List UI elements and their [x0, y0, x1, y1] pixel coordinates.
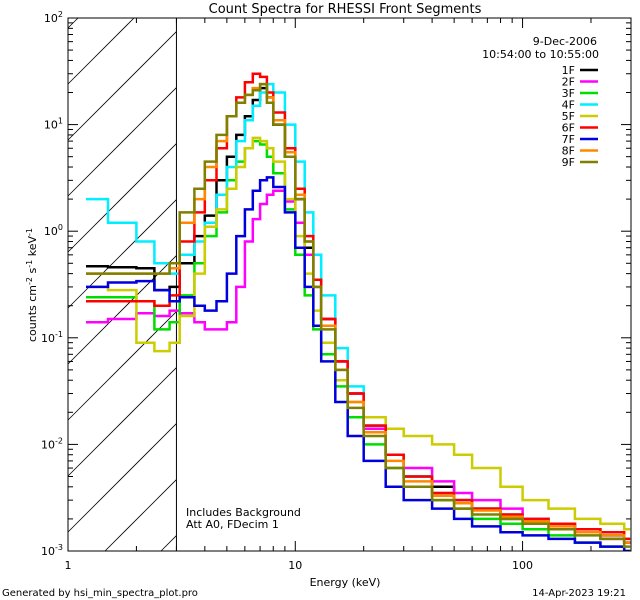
date-label: 9-Dec-2006 [533, 35, 597, 48]
series-7F [86, 176, 631, 551]
hatch-line-2 [67, 31, 177, 141]
legend-label-7F: 7F [562, 133, 575, 146]
y-tick-label-1: 101 [44, 117, 63, 132]
y-tick-label-3: 10-1 [41, 330, 63, 345]
legend-label-1F: 1F [562, 64, 575, 77]
legend-label-6F: 6F [562, 122, 575, 135]
x-tick-label-0: 1 [65, 559, 72, 572]
hatch-line-4 [67, 143, 177, 253]
series-9F [86, 82, 631, 548]
annotation-attenuator: Att A0, FDecim 1 [186, 518, 279, 531]
hatch-line-5 [67, 199, 177, 309]
time-range-label: 10:54:00 to 10:55:00 [482, 48, 599, 61]
legend-label-8F: 8F [562, 145, 575, 158]
y-tick-label-5: 10-3 [41, 543, 63, 558]
plot-frame [67, 17, 632, 552]
series-layer [86, 72, 631, 551]
chart-title: Count Spectra for RHESSI Front Segments [209, 2, 482, 17]
hatch-line-1 [67, 17, 135, 85]
hatch-line-8 [67, 367, 177, 477]
series-2F [86, 189, 631, 544]
footer-timestamp: 14-Apr-2023 19:21 [532, 588, 626, 599]
x-axis-label: Energy (keV) [310, 576, 381, 589]
x-tick-label-1: 10 [288, 559, 302, 572]
series-5F [86, 136, 631, 531]
footer-generated-by: Generated by hsi_min_spectra_plot.pro [2, 588, 198, 599]
legend-label-5F: 5F [562, 110, 575, 123]
hatch-line-7 [67, 311, 177, 421]
hatch-line-11 [160, 535, 177, 552]
hatch-line-10 [104, 479, 177, 552]
legend-label-3F: 3F [562, 87, 575, 100]
legend-label-2F: 2F [562, 76, 575, 89]
hatch-line-3 [67, 87, 177, 197]
excluded-energy-region [67, 17, 177, 552]
y-tick-label-2: 100 [44, 223, 63, 238]
hatch-line-9 [67, 423, 177, 533]
axis-ticks: 1 10 100 102 101 100 10-1 10-2 10-3 [41, 10, 632, 572]
y-tick-label-4: 10-2 [41, 436, 63, 451]
y-tick-label-0: 102 [44, 10, 63, 25]
series-3F [86, 139, 631, 551]
series-6F [86, 72, 631, 541]
hatch-line-6 [67, 255, 177, 365]
legend-label-9F: 9F [562, 156, 575, 169]
x-tick-label-2: 100 [512, 559, 533, 572]
y-axis-label: counts cm-2 s-1 keV-1 [25, 228, 39, 342]
annotation-background: Includes Background [186, 506, 301, 519]
legend-label-4F: 4F [562, 99, 575, 112]
